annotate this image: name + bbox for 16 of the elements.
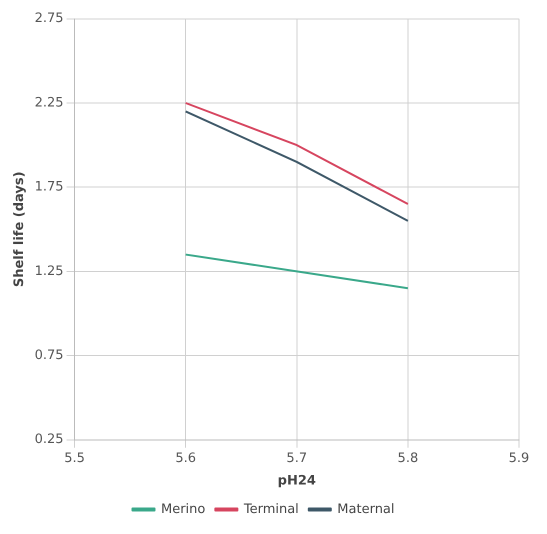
y-tick-label: 0.25 — [34, 432, 64, 448]
y-axis-title: Shelf life (days) — [12, 171, 28, 288]
legend-label: Maternal — [337, 502, 395, 517]
x-tick-label: 5.6 — [175, 450, 196, 466]
x-tick-label: 5.8 — [398, 450, 418, 466]
y-tick-label: 2.25 — [34, 95, 64, 110]
y-tick-label: 1.75 — [34, 180, 64, 195]
x-tick-label: 5.5 — [64, 450, 85, 466]
y-tick-label: 2.75 — [34, 11, 64, 26]
y-tick-label: 1.25 — [34, 264, 64, 279]
legend-label: Terminal — [242, 502, 299, 517]
x-axis-title: pH24 — [278, 474, 316, 489]
y-tick-label: 0.75 — [34, 348, 64, 363]
x-tick-label: 5.7 — [286, 450, 308, 466]
legend-label: Merino — [160, 502, 206, 517]
x-tick-label: 5.9 — [508, 450, 530, 466]
